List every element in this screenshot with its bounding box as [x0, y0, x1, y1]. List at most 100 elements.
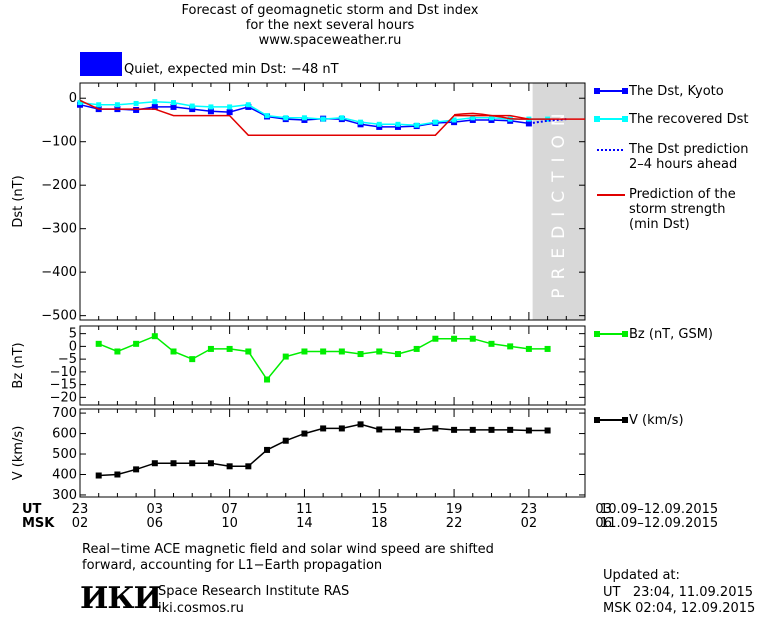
data-point: [151, 460, 158, 467]
y-axis-label: Dst (nT): [11, 175, 26, 227]
data-point: [376, 426, 383, 433]
data-point: [133, 340, 140, 347]
data-point: [170, 460, 177, 467]
ut-tick-label: 11: [296, 502, 313, 517]
ut-tick-label: 19: [446, 502, 463, 517]
data-point: [207, 108, 214, 115]
data-point: [151, 103, 158, 110]
y-tick-label: 500: [52, 447, 77, 462]
data-point: [357, 421, 364, 428]
legend-storm-label-3: (min Dst): [629, 217, 690, 232]
data-point: [338, 348, 345, 355]
data-point: [301, 348, 308, 355]
data-point: [189, 356, 196, 363]
data-point: [451, 117, 457, 123]
panel-frame-1: [79, 325, 586, 406]
data-point: [171, 100, 177, 106]
data-point: [507, 426, 514, 433]
data-point: [338, 425, 345, 432]
data-point: [320, 116, 326, 122]
data-point: [95, 472, 102, 479]
y-tick-label: 600: [52, 427, 77, 442]
data-point: [394, 426, 401, 433]
data-point: [114, 471, 121, 478]
legend-bz-marker: [622, 331, 628, 337]
data-point: [152, 99, 158, 105]
data-point: [432, 119, 438, 125]
data-point: [469, 335, 476, 342]
data-point: [339, 115, 345, 121]
panel-frame-0: [79, 82, 586, 321]
data-point: [488, 426, 495, 433]
data-point: [245, 463, 252, 470]
title-line-1: Forecast of geomagnetic storm and Dst in…: [181, 3, 479, 18]
data-point: [95, 340, 102, 347]
y-tick-label: 0: [69, 91, 77, 106]
data-point: [227, 104, 233, 110]
data-point: [470, 115, 476, 121]
series-line-1-0: [98, 335, 548, 381]
legend-bz-marker: [594, 331, 600, 337]
data-point: [394, 351, 401, 358]
msk-tick-label: 06: [147, 516, 164, 531]
institute-site[interactable]: iki.cosmos.ru: [158, 601, 244, 616]
data-point: [189, 106, 196, 113]
data-point: [414, 122, 420, 128]
data-point: [133, 106, 140, 113]
legend-storm-label-1: Prediction of the: [629, 187, 736, 202]
data-point: [245, 102, 251, 108]
note-line-1: Real−time ACE magnetic field and solar w…: [82, 542, 494, 557]
msk-tick-label: 06: [595, 516, 612, 531]
data-point: [320, 348, 327, 355]
legend-dst-kyoto-label: The Dst, Kyoto: [628, 84, 724, 99]
data-point: [413, 345, 420, 352]
ut-tick-label: 23: [521, 502, 538, 517]
ut-tick-label: 03: [147, 502, 164, 517]
updated-msk: MSK 02:04, 12.09.2015: [603, 601, 756, 616]
legend-prediction-label-2: 2–4 hours ahead: [629, 157, 737, 172]
data-point: [376, 121, 382, 127]
data-point: [226, 109, 233, 116]
y-axis-label: V (km/s): [11, 426, 26, 481]
data-point: [357, 351, 364, 358]
note-line-2: forward, accounting for L1−Earth propaga…: [82, 558, 383, 573]
data-point: [264, 446, 271, 453]
y-tick-label: 0: [69, 339, 77, 354]
data-point: [114, 348, 121, 355]
data-point: [469, 426, 476, 433]
data-point: [207, 345, 214, 352]
data-point: [432, 335, 439, 342]
data-point: [525, 120, 532, 127]
data-point: [301, 430, 308, 437]
status-color-swatch: [80, 52, 122, 76]
y-tick-label: −300: [41, 222, 77, 237]
data-point: [488, 340, 495, 347]
legend-v-label: V (km/s): [629, 413, 684, 428]
y-tick-label: −100: [41, 135, 77, 150]
data-point: [413, 426, 420, 433]
data-point: [358, 119, 364, 125]
msk-tick-label: 14: [296, 516, 313, 531]
series-line-0-3: [79, 99, 585, 136]
y-tick-label: 5: [69, 327, 77, 342]
y-tick-label: −5: [58, 352, 77, 367]
y-tick-label: 700: [52, 406, 77, 421]
data-point: [170, 348, 177, 355]
y-tick-label: 400: [52, 467, 77, 482]
data-point: [488, 115, 494, 121]
ut-tick-label: 03: [595, 502, 612, 517]
data-point: [376, 123, 383, 130]
y-tick-label: −200: [41, 178, 77, 193]
chart-title: Forecast of geomagnetic storm and Dst in…: [100, 3, 560, 48]
status-text: Quiet, expected min Dst: −48 nT: [124, 62, 339, 77]
y-tick-label: −10: [50, 365, 77, 380]
ut-tick-label: 07: [221, 502, 238, 517]
iki-logo: ИКИ: [80, 581, 162, 616]
msk-date-range: 11.09–12.09.2015: [600, 516, 718, 531]
data-point: [451, 335, 458, 342]
ut-tick-label: 23: [72, 502, 89, 517]
prediction-label: PREDICTION: [549, 104, 569, 298]
data-point: [394, 123, 401, 130]
series-line-2-0: [98, 423, 548, 477]
